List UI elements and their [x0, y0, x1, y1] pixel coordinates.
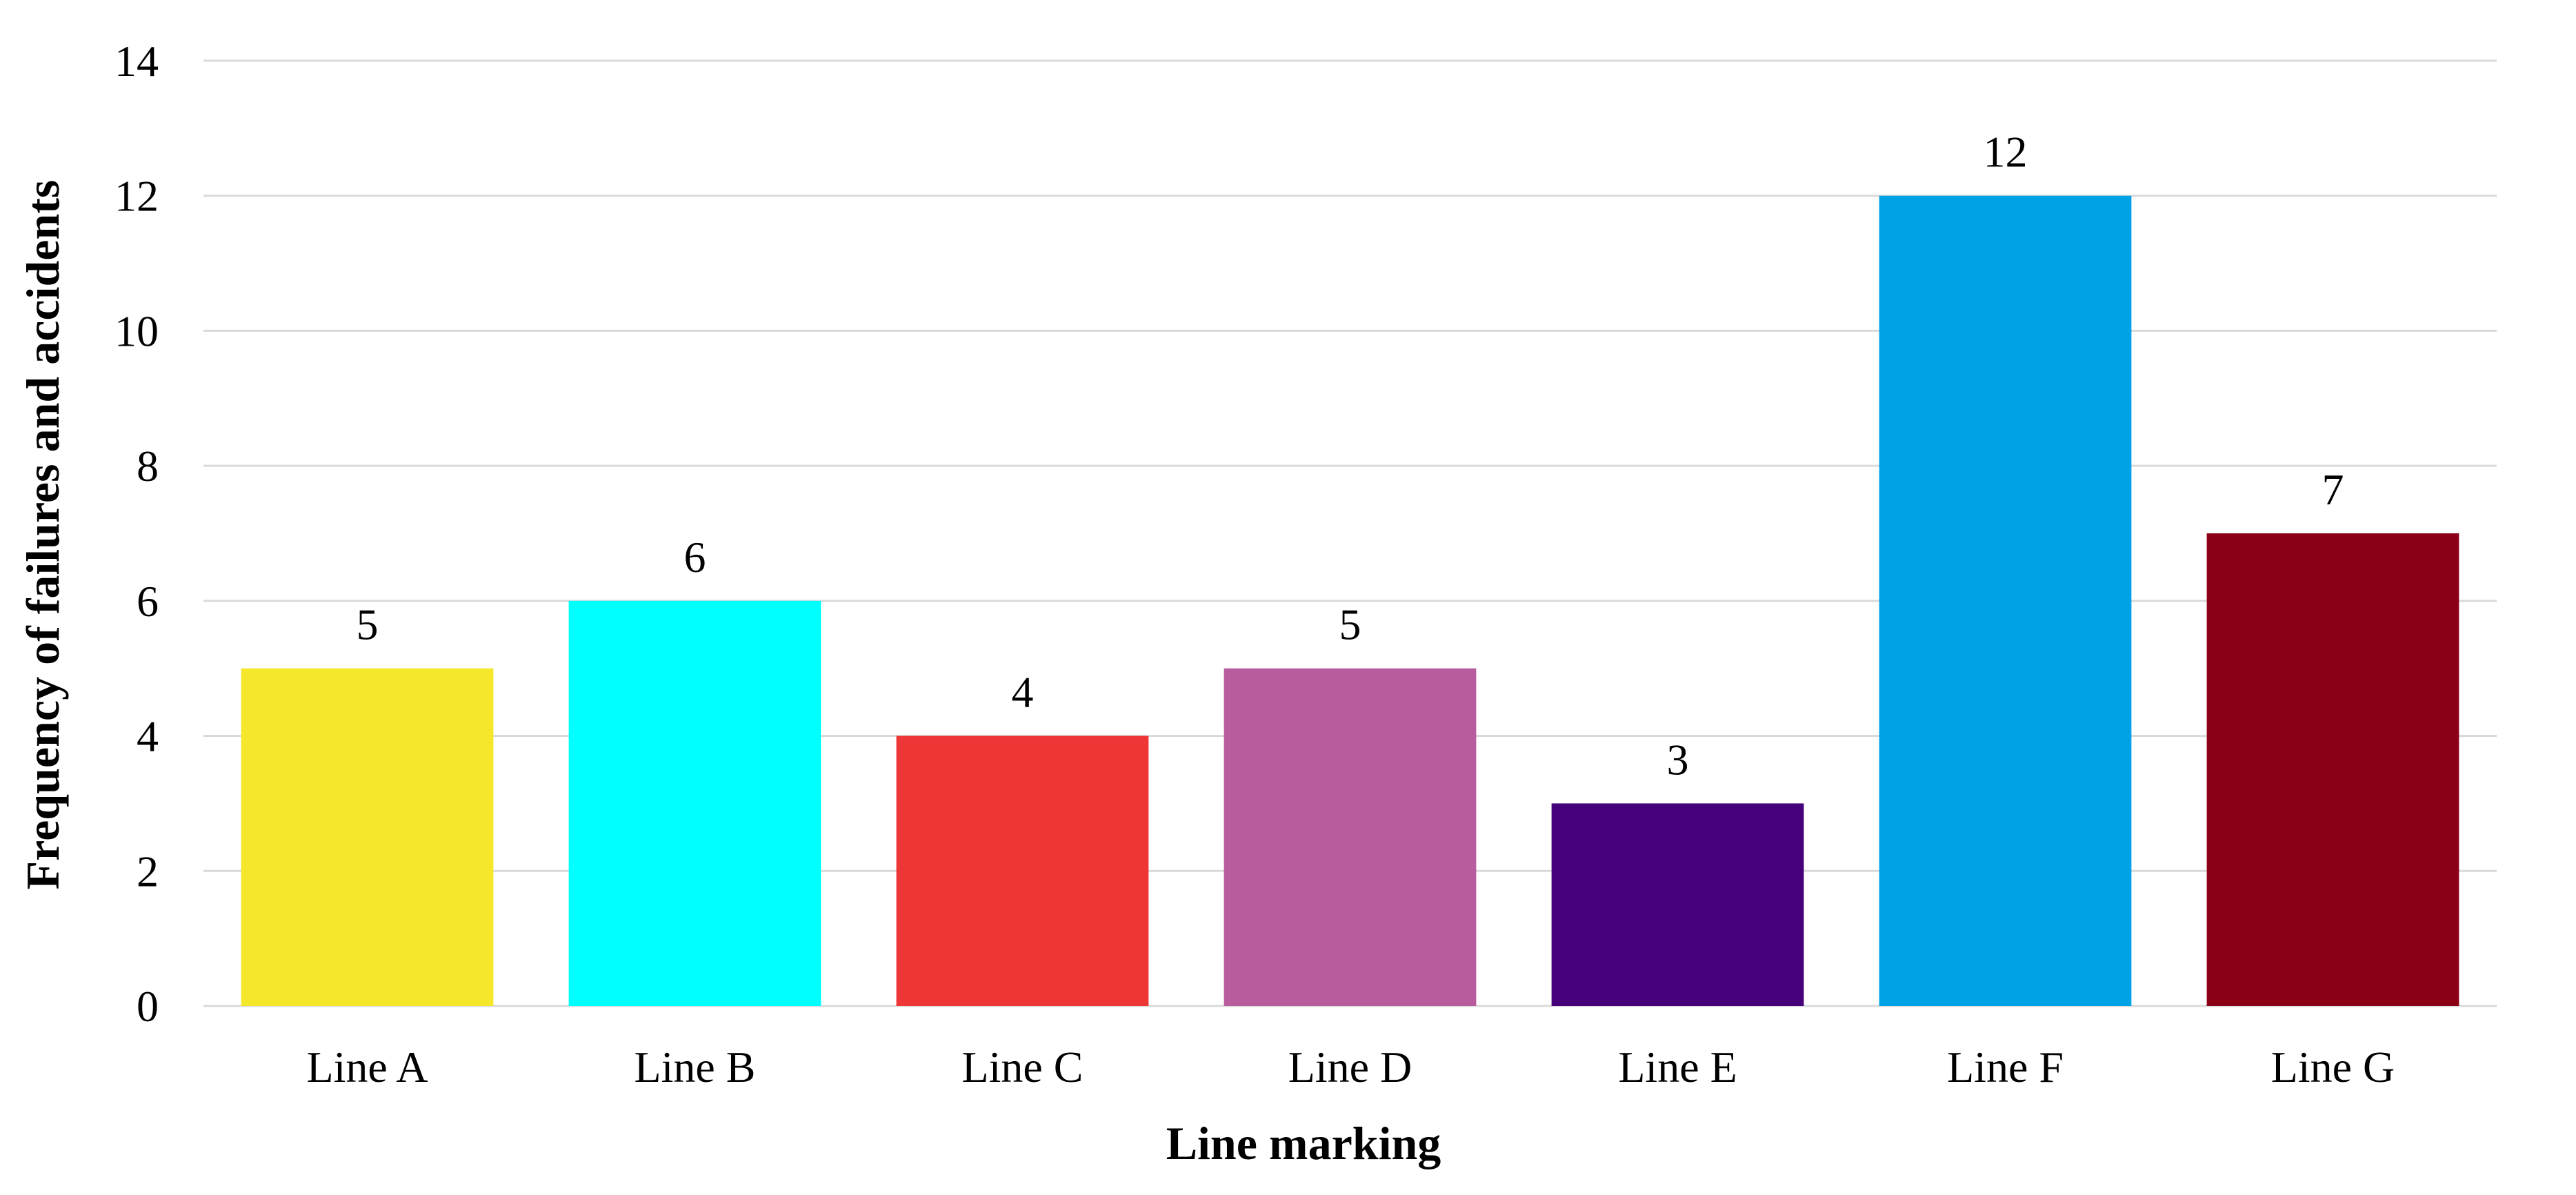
bar [241, 668, 494, 1006]
y-tick-label: 4 [137, 712, 159, 761]
x-tick-label: Line D [1288, 1043, 1412, 1092]
x-tick-label: Line A [307, 1043, 428, 1092]
y-tick-labels: 0 2 4 6 8 10 12 14 [114, 37, 159, 1031]
data-labels: 5 6 4 5 3 12 7 [357, 128, 2344, 784]
x-tick-labels: Line A Line B Line C Line D Line E Line F Line… [307, 1043, 2395, 1092]
x-axis-title: Line marking [1166, 1117, 1441, 1169]
bar [2206, 533, 2459, 1006]
x-tick-label: Line G [2271, 1043, 2395, 1092]
data-label: 7 [2322, 465, 2344, 514]
y-tick-label: 12 [114, 172, 159, 221]
y-tick-label: 6 [137, 577, 159, 626]
y-tick-label: 2 [137, 847, 159, 896]
bar [568, 600, 821, 1006]
y-tick-label: 0 [137, 982, 159, 1031]
data-label: 6 [684, 533, 706, 582]
data-label: 4 [1012, 668, 1034, 717]
y-tick-label: 8 [137, 442, 159, 491]
bar [1551, 803, 1804, 1006]
y-axis-title: Frequency of failures and accidents [17, 180, 69, 890]
x-tick-label: Line C [962, 1043, 1084, 1092]
bar [1879, 195, 2132, 1006]
y-tick-label: 10 [114, 306, 159, 355]
bar [896, 735, 1149, 1006]
data-label: 12 [1984, 128, 2028, 177]
data-label: 3 [1667, 735, 1689, 784]
x-tick-label: Line F [1947, 1043, 2064, 1092]
data-label: 5 [1339, 600, 1361, 649]
x-tick-label: Line E [1618, 1043, 1737, 1092]
bar [1224, 668, 1477, 1006]
x-tick-label: Line B [635, 1043, 756, 1092]
bars [241, 195, 2459, 1006]
data-label: 5 [357, 600, 379, 649]
y-tick-label: 14 [114, 37, 159, 86]
